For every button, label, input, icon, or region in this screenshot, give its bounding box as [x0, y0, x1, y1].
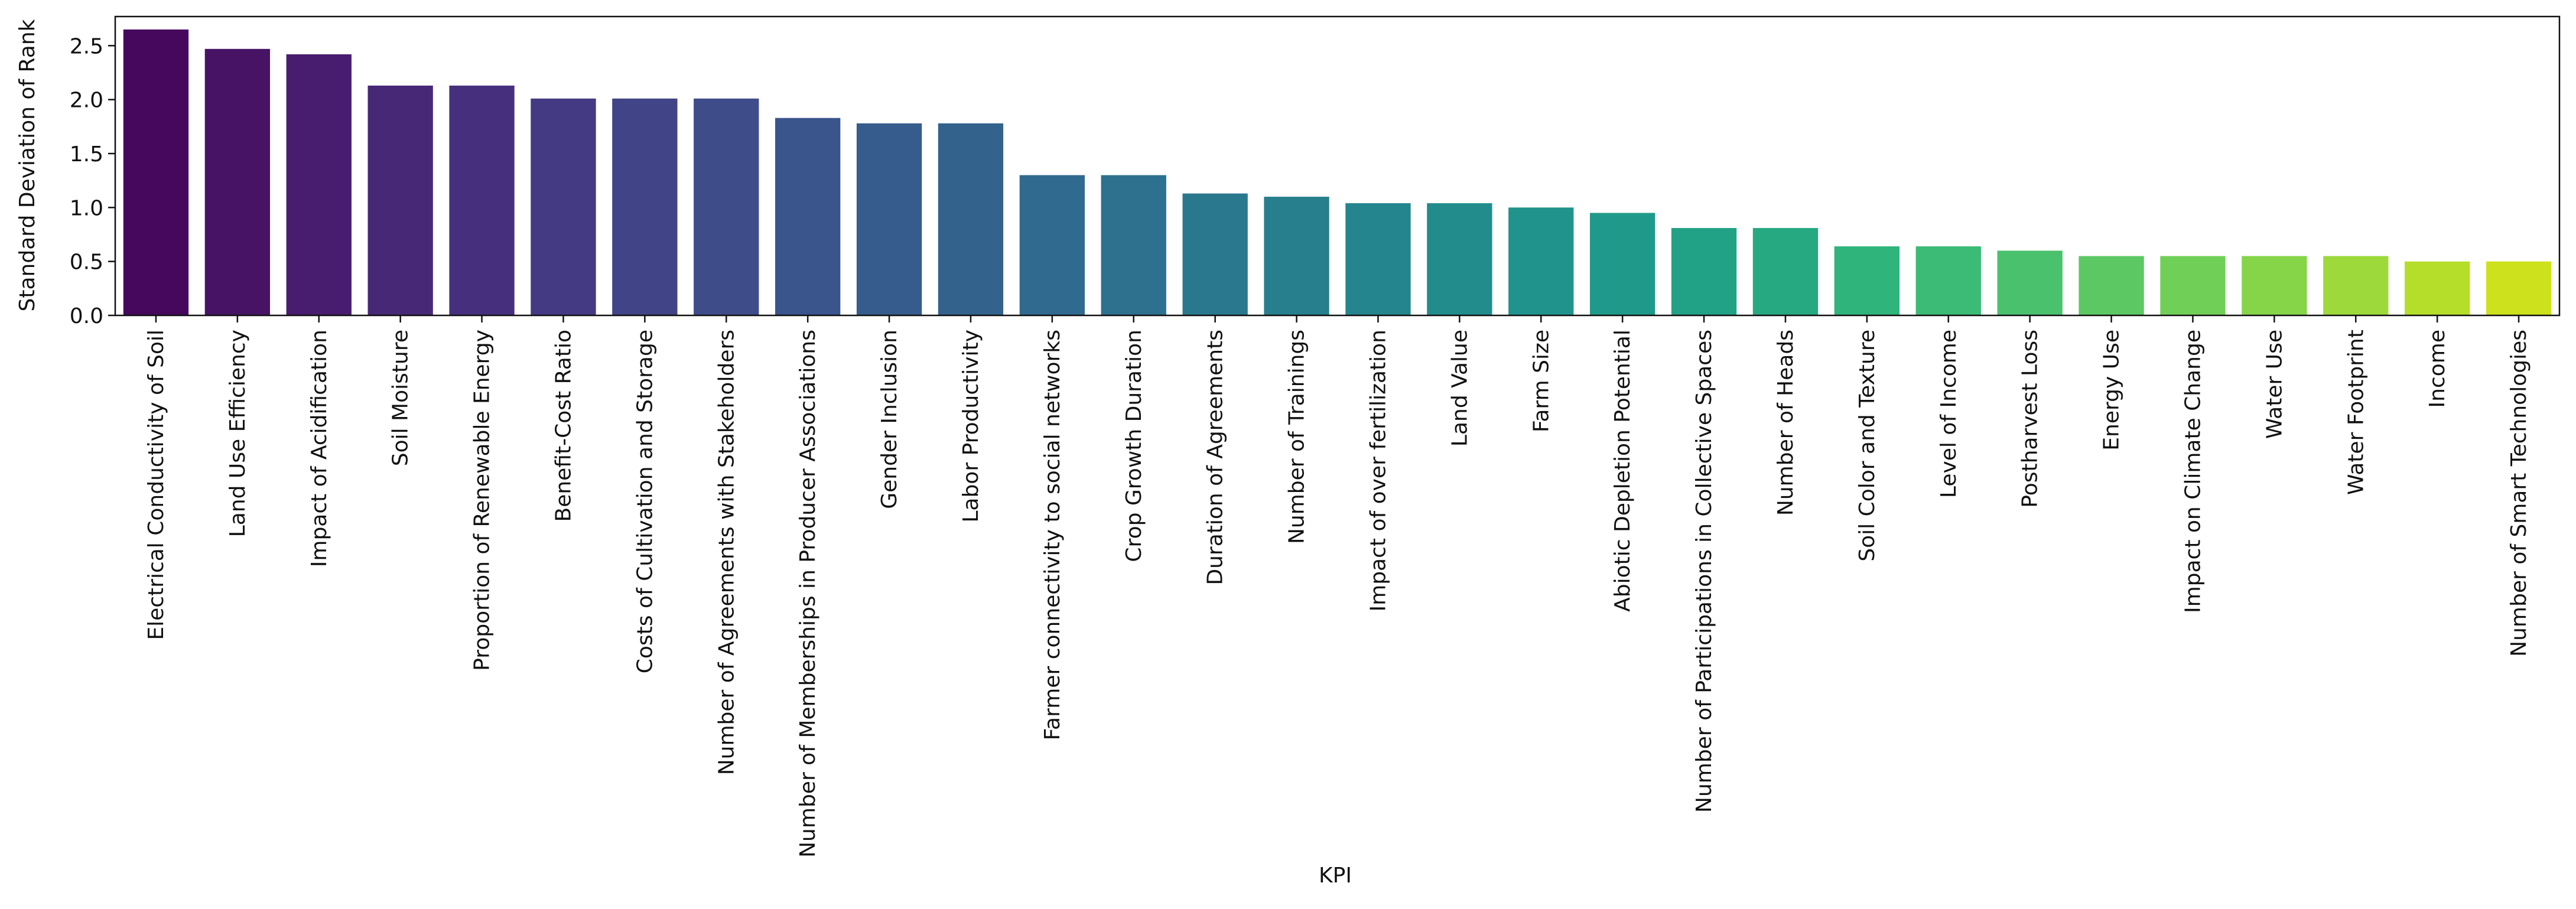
x-tick-label: Costs of Cultivation and Storage — [633, 330, 657, 673]
bar — [1182, 193, 1248, 315]
x-tick-label: Number of Smart Technologies — [2507, 330, 2531, 657]
plot-frame — [114, 15, 2561, 317]
bar — [2242, 256, 2307, 315]
bar — [2323, 256, 2389, 315]
x-tick-label: Land Use Efficiency — [226, 330, 250, 537]
bar — [1589, 213, 1655, 315]
x-tick-label: Level of Income — [1937, 330, 1961, 498]
x-tick-label: Number of Agreements with Stakeholders — [714, 330, 739, 775]
bar — [531, 98, 596, 315]
x-tick-label: Water Footprint — [2344, 330, 2368, 495]
x-tick-label: Gender Inclusion — [877, 330, 902, 509]
bar — [2160, 256, 2226, 315]
bar — [1345, 203, 1411, 315]
y-tick-label: 2.0 — [70, 89, 103, 113]
x-tick-label: Postharvest Loss — [2018, 330, 2042, 508]
bar — [938, 123, 1004, 315]
bar — [367, 85, 433, 316]
x-tick-label: Soil Color and Texture — [1855, 330, 1879, 562]
bar — [2079, 256, 2144, 315]
bar — [1264, 197, 1329, 315]
bar — [612, 98, 678, 315]
bar — [449, 85, 515, 316]
x-tick-label: Land Value — [1448, 330, 1472, 447]
bar — [1997, 250, 2063, 315]
x-tick-label: Energy Use — [2100, 330, 2124, 451]
y-tick-label: 1.0 — [70, 196, 103, 220]
x-tick-label: Number of Trainings — [1285, 330, 1309, 544]
bar — [204, 48, 271, 315]
x-tick-label: Duration of Agreements — [1204, 330, 1228, 585]
bar — [856, 123, 922, 315]
x-tick-label: Number of Participations in Collective S… — [1692, 330, 1716, 813]
x-tick-label: Crop Growth Duration — [1122, 330, 1146, 562]
x-tick-label: Impact of over fertilization — [1366, 330, 1390, 611]
bar — [1019, 175, 1085, 315]
x-tick-label: Impact of Acidification — [307, 330, 331, 567]
y-tick-label: 1.5 — [70, 142, 103, 167]
bar — [1752, 228, 1819, 315]
x-tick-label: Impact on Climate Change — [2181, 330, 2205, 613]
y-axis-label: Standard Deviation of Rank — [15, 19, 40, 311]
bar — [1834, 246, 1900, 315]
bar — [1508, 207, 1574, 315]
x-tick-label: Income — [2425, 330, 2450, 408]
bar — [1101, 175, 1166, 315]
x-tick-label: Proportion of Renewable Energy — [470, 330, 495, 671]
x-tick-label: Farm Size — [1529, 330, 1553, 432]
x-tick-label: Farmer connectivity to social networks — [1040, 330, 1065, 740]
x-tick-label: Number of Memberships in Producer Associ… — [796, 330, 820, 858]
bar — [1671, 228, 1737, 315]
bar — [775, 118, 841, 316]
bar — [123, 29, 189, 315]
x-tick-label: Number of Heads — [1774, 330, 1798, 516]
bar — [2404, 261, 2470, 315]
x-tick-label: Labor Productivity — [959, 330, 983, 523]
y-tick-label: 0.5 — [70, 250, 103, 275]
x-tick-label: Abiotic Depletion Potential — [1611, 330, 1635, 612]
bar — [694, 98, 759, 315]
x-tick-label: Water Use — [2262, 330, 2286, 439]
x-tick-label: Benefit-Cost Ratio — [551, 330, 575, 522]
x-tick-label: Electrical Conductivity of Soil — [144, 330, 168, 640]
bar — [2486, 261, 2552, 315]
bar — [1427, 203, 1492, 315]
bar — [1915, 246, 1981, 315]
bar — [286, 54, 352, 315]
y-tick-label: 0.0 — [70, 304, 103, 328]
x-axis-label: KPI — [1319, 864, 1352, 888]
y-tick-label: 2.5 — [70, 34, 103, 58]
x-tick-label: Soil Moisture — [389, 330, 413, 466]
